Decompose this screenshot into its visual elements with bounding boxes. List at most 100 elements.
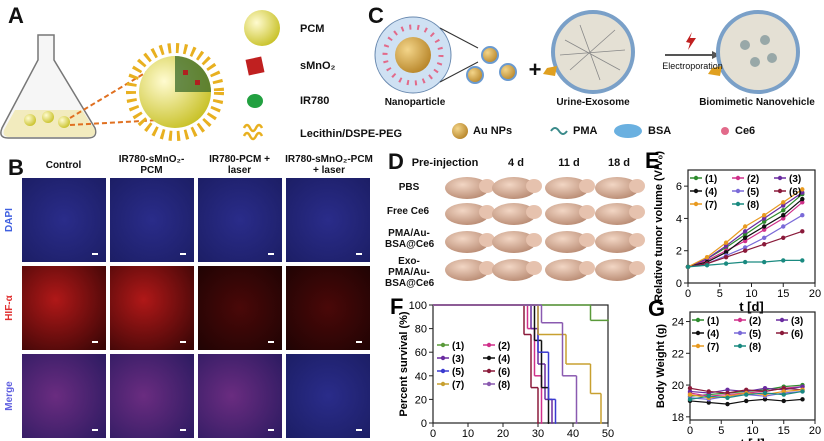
- x-tick-label: 0: [685, 288, 691, 300]
- legend-text: Lecithin/DSPE-PEG: [300, 128, 403, 140]
- data-point: [800, 389, 805, 394]
- legend-marker: [440, 368, 446, 374]
- y-tick-label: 6: [676, 181, 682, 193]
- panel-label: D: [388, 149, 404, 174]
- survival-end: [607, 319, 609, 322]
- panel-label: E: [645, 148, 660, 173]
- x-tick-label: 5: [718, 425, 724, 437]
- micrograph: [286, 354, 370, 438]
- mouse-head: [629, 205, 645, 219]
- legend-text: PCM: [300, 23, 325, 35]
- legend-marker: [695, 317, 701, 323]
- legend-marker: [735, 188, 741, 194]
- legend-marker: [779, 317, 785, 323]
- row-label: HIF-α: [4, 294, 15, 320]
- mouse-head: [579, 179, 595, 193]
- data-point: [781, 213, 786, 218]
- legend-marker: [440, 342, 446, 348]
- legend-marker: [777, 188, 783, 194]
- legend-marker: [486, 368, 492, 374]
- data-point: [687, 392, 693, 397]
- y-axis-label: Body Weight (g): [655, 324, 667, 408]
- data-point: [800, 190, 805, 195]
- legend-label: (3): [452, 354, 464, 365]
- data-point: [742, 245, 748, 250]
- mouse: [545, 177, 589, 199]
- legend-marker: [737, 317, 743, 323]
- legend-label: (6): [498, 367, 510, 378]
- mouse-head: [526, 261, 542, 275]
- y-tick-label: 0: [676, 278, 682, 290]
- legend-label: (7): [452, 380, 464, 391]
- data-point: [742, 238, 748, 244]
- data-point: [781, 224, 786, 229]
- micrograph: [110, 266, 194, 350]
- data-point: [723, 254, 729, 260]
- column-header: IR780-PCM + laser: [209, 154, 270, 176]
- data-point: [742, 248, 748, 253]
- mouse: [445, 259, 489, 281]
- data-point: [744, 398, 749, 404]
- data-point: [725, 387, 730, 393]
- micrograph: [286, 266, 370, 350]
- mouse-head: [479, 233, 495, 247]
- data-point: [762, 242, 767, 247]
- data-point: [800, 196, 805, 202]
- x-tick-label: 20: [497, 428, 509, 440]
- column-header: IR780-sMnO₂-PCM: [118, 154, 185, 176]
- data-point: [800, 258, 805, 263]
- legend-label: (7): [705, 200, 717, 211]
- data-point: [725, 390, 730, 396]
- mouse-head: [579, 205, 595, 219]
- mouse: [492, 203, 536, 225]
- legend-label: (6): [789, 187, 801, 198]
- legend-label: (5): [452, 367, 464, 378]
- annotation: **: [819, 243, 824, 251]
- mouse-head: [526, 233, 542, 247]
- row-label: Free Ce6: [386, 206, 430, 217]
- data-point: [800, 229, 805, 234]
- micrograph: [22, 354, 106, 438]
- legend-text: Au NPs: [473, 125, 513, 137]
- mouse: [595, 177, 639, 199]
- panel-label: F: [390, 294, 403, 319]
- y-tick-label: 22: [672, 348, 684, 360]
- data-point: [725, 401, 730, 407]
- data-point: [706, 400, 711, 405]
- data-point: [800, 397, 805, 402]
- legend-marker: [695, 343, 701, 349]
- x-tick-label: 15: [778, 425, 790, 437]
- panel-c-drawing: [374, 10, 800, 139]
- data-point: [781, 389, 786, 394]
- legend-label: (5): [749, 329, 761, 340]
- y-tick-label: 20: [415, 394, 427, 406]
- legend-label: (4): [705, 187, 717, 198]
- micrograph: [110, 178, 194, 262]
- legend-marker: [486, 355, 492, 361]
- data-point: [762, 397, 768, 402]
- data-point: [800, 384, 805, 389]
- survival-end: [540, 422, 543, 424]
- data-point: [687, 386, 693, 391]
- mouse: [445, 203, 489, 225]
- legend-marker: [737, 343, 743, 349]
- legend-text: BSA: [648, 125, 672, 137]
- data-point: [742, 224, 748, 229]
- panel-a-drawing: [0, 0, 372, 150]
- data-point: [704, 263, 710, 268]
- survival-end: [554, 422, 557, 424]
- data-point: [762, 390, 768, 396]
- column-header: Control: [45, 160, 82, 171]
- y-tick-label: 18: [672, 412, 684, 424]
- x-tick-label: 0: [430, 428, 436, 440]
- legend-text: IR780: [300, 95, 330, 107]
- y-tick-label: 2: [676, 246, 682, 258]
- data-point: [762, 227, 767, 232]
- legend-marker: [735, 201, 741, 207]
- legend-marker: [737, 330, 743, 336]
- micrograph: [198, 354, 282, 438]
- y-tick-label: 20: [672, 380, 684, 392]
- x-tick-label: 15: [777, 288, 789, 300]
- legend-label: (8): [747, 200, 759, 211]
